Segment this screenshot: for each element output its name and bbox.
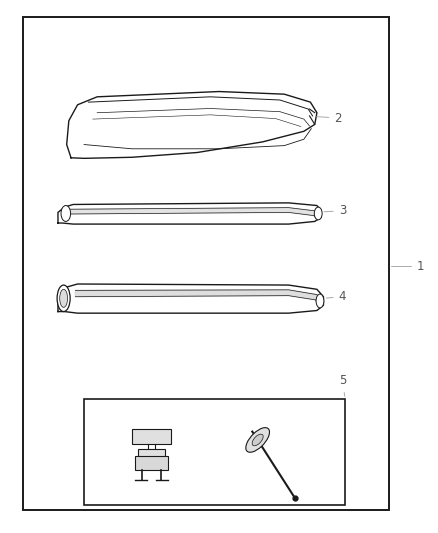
- Ellipse shape: [252, 434, 263, 446]
- Text: 4: 4: [326, 290, 346, 303]
- Bar: [23, 17, 389, 511]
- Ellipse shape: [61, 206, 71, 221]
- Polygon shape: [58, 284, 323, 313]
- Bar: [138, 449, 166, 457]
- Polygon shape: [75, 290, 321, 306]
- Text: 1: 1: [392, 260, 424, 273]
- Ellipse shape: [57, 285, 70, 312]
- Polygon shape: [67, 92, 317, 158]
- Ellipse shape: [60, 289, 67, 308]
- Text: 5: 5: [339, 374, 346, 397]
- Text: 3: 3: [324, 204, 346, 217]
- Bar: [132, 429, 171, 444]
- Ellipse shape: [314, 207, 322, 220]
- Bar: [84, 399, 345, 505]
- Ellipse shape: [246, 427, 269, 453]
- Text: 2: 2: [317, 111, 342, 125]
- Polygon shape: [69, 208, 318, 219]
- Ellipse shape: [316, 294, 324, 308]
- Polygon shape: [58, 203, 321, 224]
- Bar: [135, 456, 168, 470]
